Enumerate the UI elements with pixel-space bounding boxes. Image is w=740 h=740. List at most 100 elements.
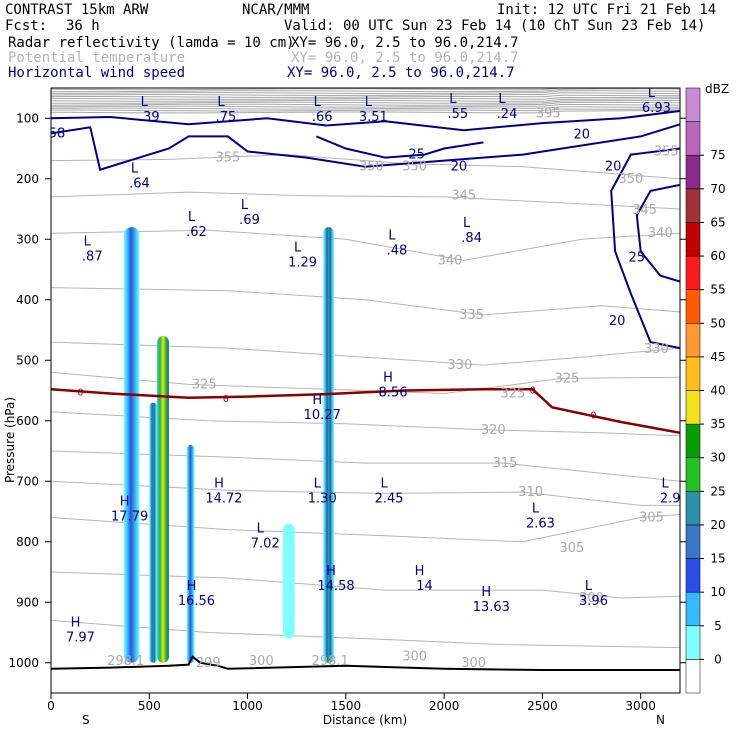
- wind-label: 20: [605, 160, 622, 175]
- extremum-type: L: [532, 502, 540, 517]
- x-tick-label: 0: [47, 699, 55, 713]
- theta-label: 355: [215, 151, 240, 166]
- colorbar-swatch: [685, 87, 701, 122]
- stratosphere-theta-line: [51, 98, 680, 102]
- wind-label: .58: [45, 126, 66, 141]
- colorbar-swatch: [685, 222, 701, 257]
- extremum-label: H16.56: [178, 579, 215, 609]
- theta-label: 299: [196, 656, 221, 671]
- terrain-line: [51, 655, 680, 671]
- theta-label: 355: [654, 145, 679, 160]
- y-tick-label: 300: [16, 232, 39, 246]
- stratosphere-theta-line: [51, 109, 680, 114]
- extremum-value: 14: [416, 579, 433, 594]
- extremum-value: 2.9: [660, 491, 681, 506]
- colorbar-swatch: [685, 323, 701, 358]
- theta-label: 300: [579, 591, 604, 606]
- field-xy-reflectivity: XY= 96.0, 2.5 to 96.0,214.7: [291, 35, 519, 51]
- theta-label: 305: [639, 511, 664, 526]
- y-tick-label: 700: [16, 474, 39, 488]
- theta-label: 345: [451, 189, 476, 204]
- extremum-type: H: [214, 476, 224, 491]
- field-name-reflectivity: Radar reflectivity (lamda = 10 cm): [8, 35, 295, 51]
- colorbar-label: 70: [710, 182, 725, 196]
- extremum-type: L: [380, 476, 388, 491]
- theta-label: 300: [402, 650, 427, 665]
- colorbar-label: 10: [710, 585, 725, 599]
- extremum-value: .55: [448, 107, 469, 122]
- colorbar-swatch: [685, 423, 701, 458]
- extremum-value: .84: [461, 231, 482, 246]
- extremum-value: 8.56: [379, 385, 408, 400]
- extremum-type: H: [71, 615, 81, 630]
- colorbar-swatch: [685, 289, 701, 324]
- colorbar-label: 65: [710, 215, 725, 229]
- colorbar-label: 75: [710, 148, 725, 162]
- wind-label: 25: [408, 148, 425, 163]
- extremum-label: L.48: [387, 228, 408, 258]
- colorbar-label: 60: [710, 249, 725, 263]
- model-title: CONTRAST 15km ARW: [5, 2, 149, 18]
- wind-label: 20: [609, 314, 626, 329]
- theta-contour: [51, 411, 680, 437]
- colorbar-swatch: [685, 524, 701, 559]
- extremum-type: L: [217, 95, 225, 110]
- y-tick-label: 400: [16, 293, 39, 307]
- colorbar-label: 25: [710, 484, 725, 498]
- colorbar-swatch: [685, 659, 701, 694]
- extremum-type: L: [585, 579, 593, 594]
- extremum-type: L: [241, 198, 249, 213]
- theta-label: 300: [461, 656, 486, 671]
- fcst-label: Fcst:: [5, 18, 47, 34]
- theta-label: 335: [459, 308, 484, 323]
- wind-contour: [51, 110, 680, 132]
- colorbar-label: 0: [714, 652, 722, 666]
- extremum-type: L: [188, 210, 196, 225]
- extremum-value: 7.02: [251, 537, 280, 552]
- theta-contour: [51, 341, 680, 366]
- valid-time: Valid: 00 UTC Sun 23 Feb 14 (10 ChT Sun …: [284, 18, 705, 34]
- y-tick-label: 900: [16, 595, 39, 609]
- zero-contour: [51, 388, 680, 435]
- extremum-label: L2.63: [526, 502, 555, 532]
- theta-label: 310: [518, 485, 543, 500]
- colorbar-label: 40: [710, 384, 725, 398]
- colorbar-label: 30: [710, 451, 725, 465]
- wind-contour: [316, 135, 484, 159]
- extremum-value: .24: [497, 107, 518, 122]
- extremum-value: 7.97: [66, 630, 95, 645]
- colorbar-swatch: [685, 491, 701, 526]
- extremum-value: 6.93: [642, 101, 671, 116]
- colorbar-label: 50: [710, 316, 725, 330]
- x-tick-label: 1500: [331, 699, 362, 713]
- colorbar-unit: dBZ: [705, 82, 729, 96]
- theta-label: 325: [501, 387, 526, 402]
- stratosphere-theta-line: [51, 94, 680, 98]
- colorbar-swatch: [685, 457, 701, 492]
- colorbar-swatch: [685, 121, 701, 156]
- colorbar-label: 55: [710, 283, 725, 297]
- plot-area: 0 0 0 0 395 355 355 350 350 350 345 345 340 340 335 33…: [45, 88, 681, 693]
- x-tick-label: 500: [138, 699, 161, 713]
- extremum-type: L: [662, 476, 670, 491]
- extremum-value: .39: [139, 110, 160, 125]
- terrain-line: [51, 655, 680, 671]
- wind-contour: [51, 123, 680, 171]
- wind-contour: [635, 183, 680, 283]
- extremum-label: L.84: [461, 216, 482, 246]
- colorbar-label: 15: [710, 552, 725, 566]
- header: CONTRAST 15km ARW NCAR/MMM Init: 12 UTC …: [5, 2, 716, 81]
- zero-contour-label: 0: [77, 388, 83, 399]
- wind-label: 25: [628, 250, 645, 265]
- colorbar-swatch: [685, 255, 701, 290]
- colorbar-label: 45: [710, 350, 725, 364]
- extremum-label: L6.93: [642, 88, 671, 116]
- extremum-label: H7.97: [66, 615, 95, 645]
- y-tick-label: 800: [16, 535, 39, 549]
- theta-label: 325: [555, 371, 580, 386]
- stratosphere-theta-line: [51, 100, 680, 104]
- extremum-label: L3.51: [359, 95, 388, 125]
- y-tick-label: 600: [16, 414, 39, 428]
- extremum-type: L: [294, 240, 302, 255]
